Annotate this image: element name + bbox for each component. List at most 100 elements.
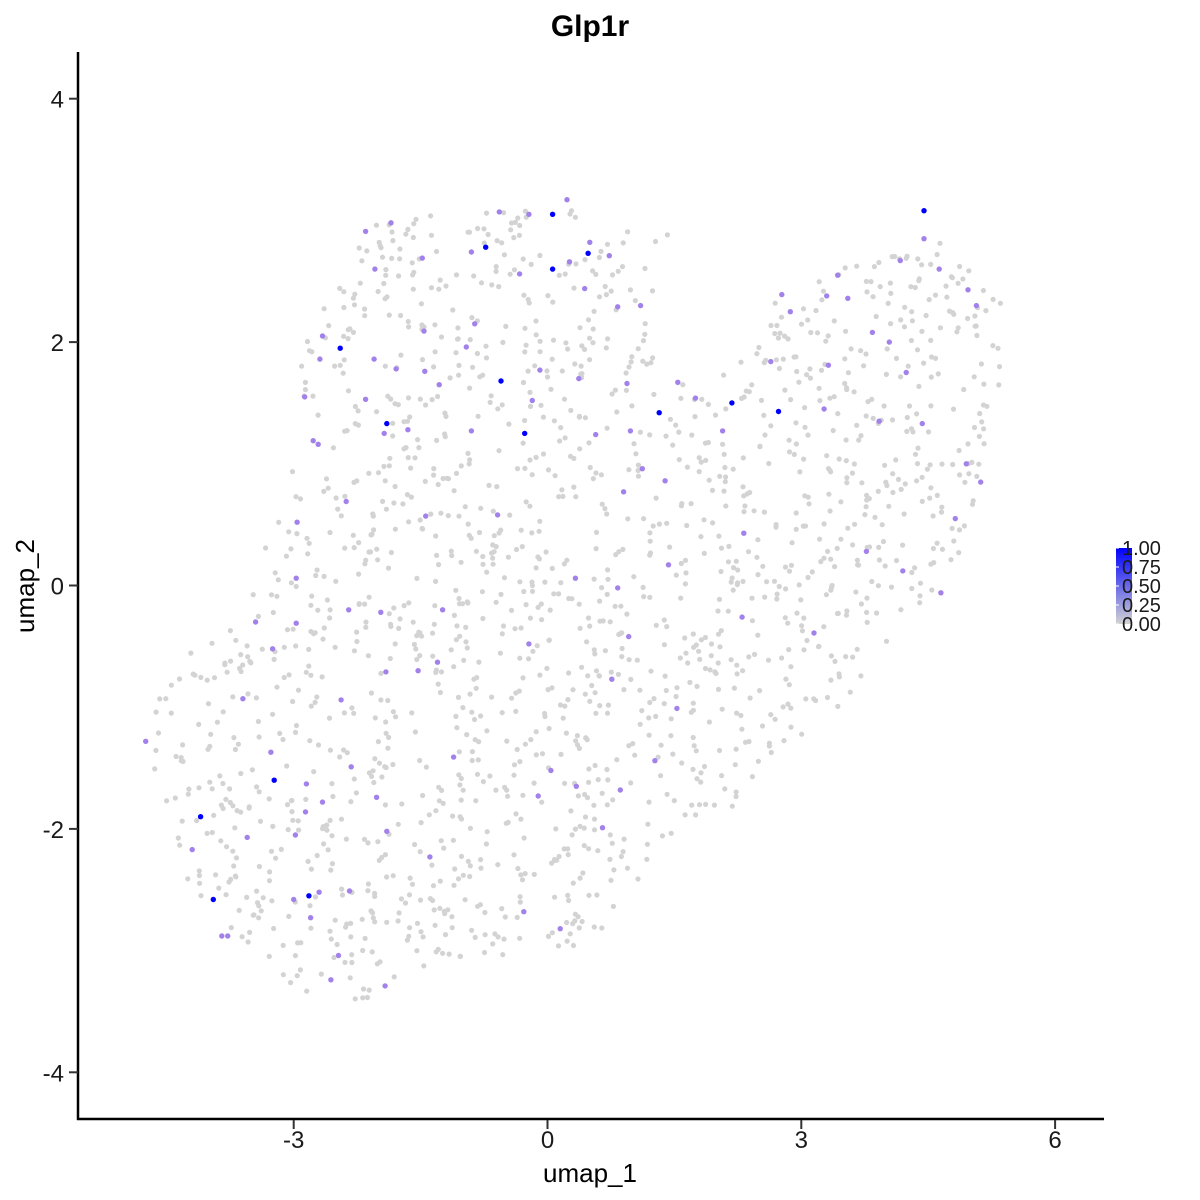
expressing-cell-point bbox=[779, 291, 785, 298]
cell-point bbox=[646, 732, 652, 738]
cell-point bbox=[523, 602, 529, 608]
cell-point bbox=[363, 619, 369, 625]
cell-point bbox=[420, 792, 426, 799]
cell-point bbox=[943, 283, 949, 289]
cell-point bbox=[303, 669, 309, 675]
cell-point bbox=[799, 731, 805, 737]
cell-point bbox=[501, 936, 507, 942]
cell-point bbox=[928, 337, 934, 343]
cell-point bbox=[605, 777, 611, 783]
cell-point bbox=[570, 942, 577, 949]
expressing-cell-point bbox=[293, 620, 299, 626]
cell-point bbox=[271, 925, 277, 932]
expressing-cell-point bbox=[665, 562, 672, 568]
cell-point bbox=[520, 440, 526, 446]
cell-point bbox=[742, 739, 749, 745]
cell-point bbox=[773, 524, 779, 530]
cell-point bbox=[417, 849, 423, 855]
cell-point bbox=[517, 899, 523, 905]
cell-point bbox=[227, 786, 233, 792]
cell-point bbox=[595, 777, 601, 783]
legend-label: 1.00 bbox=[1122, 538, 1161, 560]
cell-point bbox=[568, 407, 574, 413]
cell-point bbox=[749, 618, 756, 624]
cell-point bbox=[339, 892, 346, 898]
cell-point bbox=[976, 461, 982, 467]
cell-point bbox=[749, 382, 755, 388]
cell-point bbox=[576, 601, 582, 607]
cell-point bbox=[834, 610, 841, 617]
cell-point bbox=[271, 656, 277, 663]
cell-point bbox=[467, 457, 473, 463]
cell-point bbox=[831, 394, 837, 400]
cell-point bbox=[890, 471, 896, 477]
expressing-cell-point bbox=[373, 794, 380, 800]
cell-point bbox=[315, 742, 322, 748]
cell-point bbox=[702, 634, 709, 641]
expressing-cell-point bbox=[549, 211, 556, 217]
cell-point bbox=[950, 461, 956, 468]
expressing-cell-point bbox=[319, 333, 326, 339]
expressing-cell-point bbox=[572, 575, 579, 581]
cell-point bbox=[293, 583, 299, 590]
cell-point bbox=[516, 688, 522, 694]
cell-point bbox=[545, 467, 552, 473]
cell-point bbox=[661, 642, 668, 648]
cell-point bbox=[383, 272, 389, 278]
expressing-cell-point bbox=[549, 266, 556, 272]
cell-point bbox=[476, 739, 482, 745]
cell-point bbox=[390, 420, 396, 426]
cell-point bbox=[476, 659, 482, 665]
cell-point bbox=[426, 812, 432, 818]
cell-point bbox=[230, 848, 236, 854]
cell-point bbox=[778, 314, 785, 320]
legend-label: 0.50 bbox=[1122, 576, 1161, 598]
cell-point bbox=[545, 687, 551, 693]
cell-point bbox=[533, 332, 539, 338]
cell-point bbox=[407, 925, 413, 931]
cell-point bbox=[390, 433, 396, 439]
cell-point bbox=[930, 513, 936, 519]
cell-point bbox=[364, 248, 370, 254]
cell-point bbox=[333, 495, 339, 501]
cell-point bbox=[561, 846, 567, 852]
cell-point bbox=[956, 447, 962, 454]
cell-point bbox=[249, 767, 255, 773]
cell-point bbox=[172, 795, 178, 801]
cell-point bbox=[595, 848, 601, 854]
cell-point bbox=[341, 289, 347, 295]
cell-point bbox=[351, 710, 357, 716]
cell-point bbox=[517, 222, 523, 229]
cell-point bbox=[207, 779, 213, 785]
cell-point bbox=[433, 808, 439, 814]
cell-point bbox=[428, 232, 435, 238]
cell-point bbox=[518, 872, 524, 878]
cell-point bbox=[756, 344, 762, 351]
cell-point bbox=[392, 483, 398, 490]
cell-point bbox=[698, 534, 704, 540]
cell-point bbox=[647, 552, 653, 558]
cell-point bbox=[280, 972, 286, 978]
cell-point bbox=[409, 260, 415, 266]
cell-point bbox=[435, 681, 441, 687]
expressing-cell-point bbox=[624, 380, 630, 387]
cell-point bbox=[250, 592, 256, 598]
cell-point bbox=[484, 829, 490, 835]
expressing-points bbox=[143, 197, 984, 989]
cell-point bbox=[645, 821, 651, 827]
cell-point bbox=[344, 428, 350, 434]
cell-point bbox=[597, 703, 603, 709]
cell-point bbox=[397, 256, 403, 262]
cell-point bbox=[766, 740, 773, 746]
cell-point bbox=[450, 837, 456, 843]
cell-point bbox=[742, 503, 748, 509]
expressing-cell-point bbox=[240, 696, 246, 702]
cell-point bbox=[536, 528, 542, 534]
cell-point bbox=[783, 586, 789, 592]
cell-point bbox=[382, 478, 388, 484]
expressing-cell-point bbox=[835, 272, 841, 278]
cell-point bbox=[383, 719, 389, 725]
cell-point bbox=[592, 690, 598, 696]
cell-point bbox=[877, 284, 883, 290]
cell-point bbox=[522, 208, 529, 214]
